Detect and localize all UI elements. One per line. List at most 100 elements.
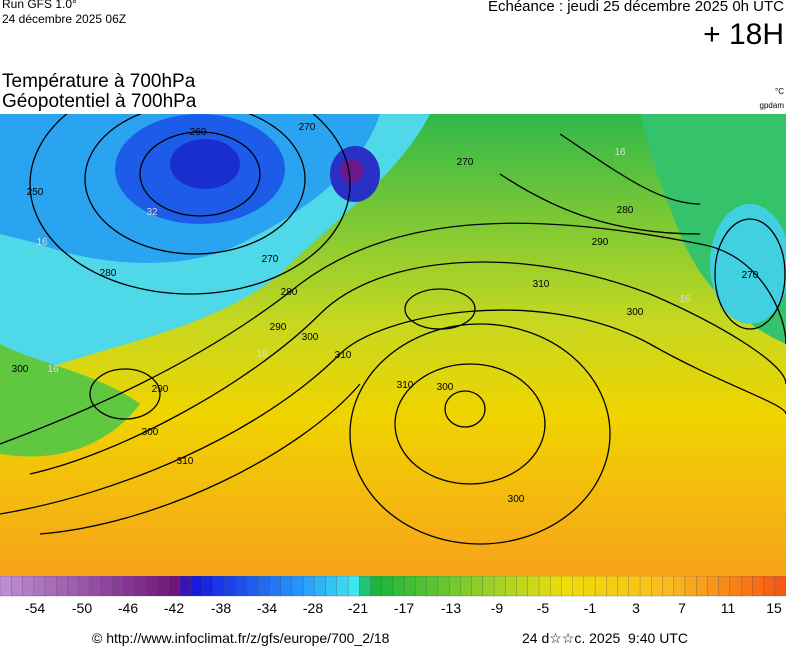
contour-label: 290 — [270, 322, 287, 333]
colorbar-swatch — [157, 576, 170, 597]
colorbar-swatch — [314, 576, 327, 597]
colorbar-label: -50 — [72, 600, 92, 616]
contour — [139, 131, 261, 217]
colorbar-label: -38 — [211, 600, 231, 616]
colorbar-swatch — [381, 576, 394, 597]
colorbar-label: 11 — [721, 600, 736, 616]
contour-label: 16 — [47, 364, 59, 375]
contour-label: 310 — [397, 380, 414, 391]
colorbar-swatch — [224, 576, 237, 597]
colorbar-label: -5 — [537, 600, 550, 616]
colorbar-swatch — [594, 576, 607, 597]
colorbar-swatch — [145, 576, 158, 597]
colorbar-swatch — [235, 576, 248, 597]
colorbar-swatch — [729, 576, 742, 597]
footer-issued: 24 d☆☆c. 2025 9:40 UTC — [522, 630, 688, 646]
colorbar-swatch — [11, 576, 24, 597]
contour-label: 310 — [533, 279, 550, 290]
contour-label: 310 — [177, 456, 194, 467]
colorbar-swatch — [179, 576, 192, 597]
colorbar-swatch — [415, 576, 428, 597]
colorbar-label: -46 — [118, 600, 138, 616]
colorbar-swatch — [370, 576, 383, 597]
colorbar-swatch — [269, 576, 282, 597]
contour — [394, 363, 546, 485]
contour — [499, 173, 701, 235]
contour — [84, 114, 306, 255]
colorbar-swatch — [67, 576, 80, 597]
contour-label: 290 — [152, 384, 169, 395]
colorbar-swatch — [516, 576, 529, 597]
contour-label: 280 — [617, 205, 634, 216]
contour-label: 270 — [457, 157, 474, 168]
colorbar-swatch — [448, 576, 462, 597]
colorbar-swatch — [752, 576, 765, 597]
contour — [89, 368, 161, 420]
colorbar-swatch — [606, 576, 619, 597]
colorbar-swatch — [471, 576, 484, 597]
colorbar-swatch — [134, 576, 147, 597]
cold-core — [340, 159, 364, 183]
colorbar-swatch — [583, 576, 596, 597]
colorbar-label: -17 — [394, 600, 414, 616]
colorbar-swatch — [168, 576, 181, 597]
contour — [714, 218, 786, 330]
cold-core — [170, 139, 240, 189]
colorbar-swatch — [774, 576, 786, 597]
contours — [0, 114, 786, 545]
colorbar-swatch — [437, 576, 450, 597]
contour-label: 310 — [335, 350, 352, 361]
colorbar-swatch — [303, 576, 316, 597]
colorbar-swatch — [0, 576, 12, 597]
lead-time: + 18H — [703, 18, 784, 51]
colorbar-swatch — [696, 576, 709, 597]
colorbar-swatch — [325, 576, 338, 597]
colorbar-swatch — [662, 576, 675, 597]
contour — [29, 114, 351, 295]
colorbar-swatch — [359, 576, 372, 597]
contour-label: 270 — [742, 270, 759, 281]
colorbar-swatch — [336, 576, 349, 597]
colorbar-swatch — [572, 576, 585, 597]
contour-label: 280 — [281, 287, 298, 298]
title-geo: Géopotentiel à 700hPa — [2, 91, 197, 112]
colorbar-swatch — [44, 576, 57, 597]
colorbar-swatch — [347, 576, 360, 597]
contour-label: 16 — [36, 237, 48, 248]
colorbar-swatch — [404, 576, 417, 597]
colorbar-swatch — [213, 576, 226, 597]
contour-label: 300 — [12, 364, 29, 375]
colorbar-swatch — [100, 576, 113, 597]
colorbar-swatch — [291, 576, 304, 597]
colorbar-swatch — [55, 576, 69, 597]
contour-label: 300 — [508, 494, 525, 505]
colorbar-swatch — [763, 576, 776, 597]
contour-label: 16 — [679, 294, 691, 305]
contour — [349, 323, 611, 545]
colorbar-label: -9 — [491, 600, 504, 616]
contour-label: 32 — [146, 207, 158, 218]
colorbar-swatch — [426, 576, 439, 597]
contour — [559, 133, 701, 205]
contour-label: 250 — [27, 187, 44, 198]
colorbar-swatch — [740, 576, 753, 597]
contour-label: 260 — [190, 127, 207, 138]
colorbar-swatch — [639, 576, 652, 597]
colorbar-swatch — [201, 576, 214, 597]
colorbar-swatch — [707, 576, 720, 597]
colorbar-label: 7 — [678, 600, 686, 616]
colorbar-swatch — [33, 576, 46, 597]
valid-time: Echéance : jeudi 25 décembre 2025 0h UTC — [487, 0, 784, 15]
colorbar-swatch — [392, 576, 405, 597]
contour — [0, 222, 786, 445]
contour-label: 270 — [299, 122, 316, 133]
colorbar-label: 15 — [766, 600, 782, 616]
contour-label: 290 — [592, 237, 609, 248]
title-temp: Température à 700hPa — [2, 71, 196, 92]
colorbar: -54 -50 -46 -42 -38 -34 -28 -21 -17 -13 -9 -5 -1 3 7 11… — [0, 576, 786, 616]
colorbar-swatch — [538, 576, 551, 597]
colorbar-swatch — [684, 576, 697, 597]
contour-label: 16 — [614, 147, 626, 158]
colorbar-label: -21 — [348, 600, 368, 616]
